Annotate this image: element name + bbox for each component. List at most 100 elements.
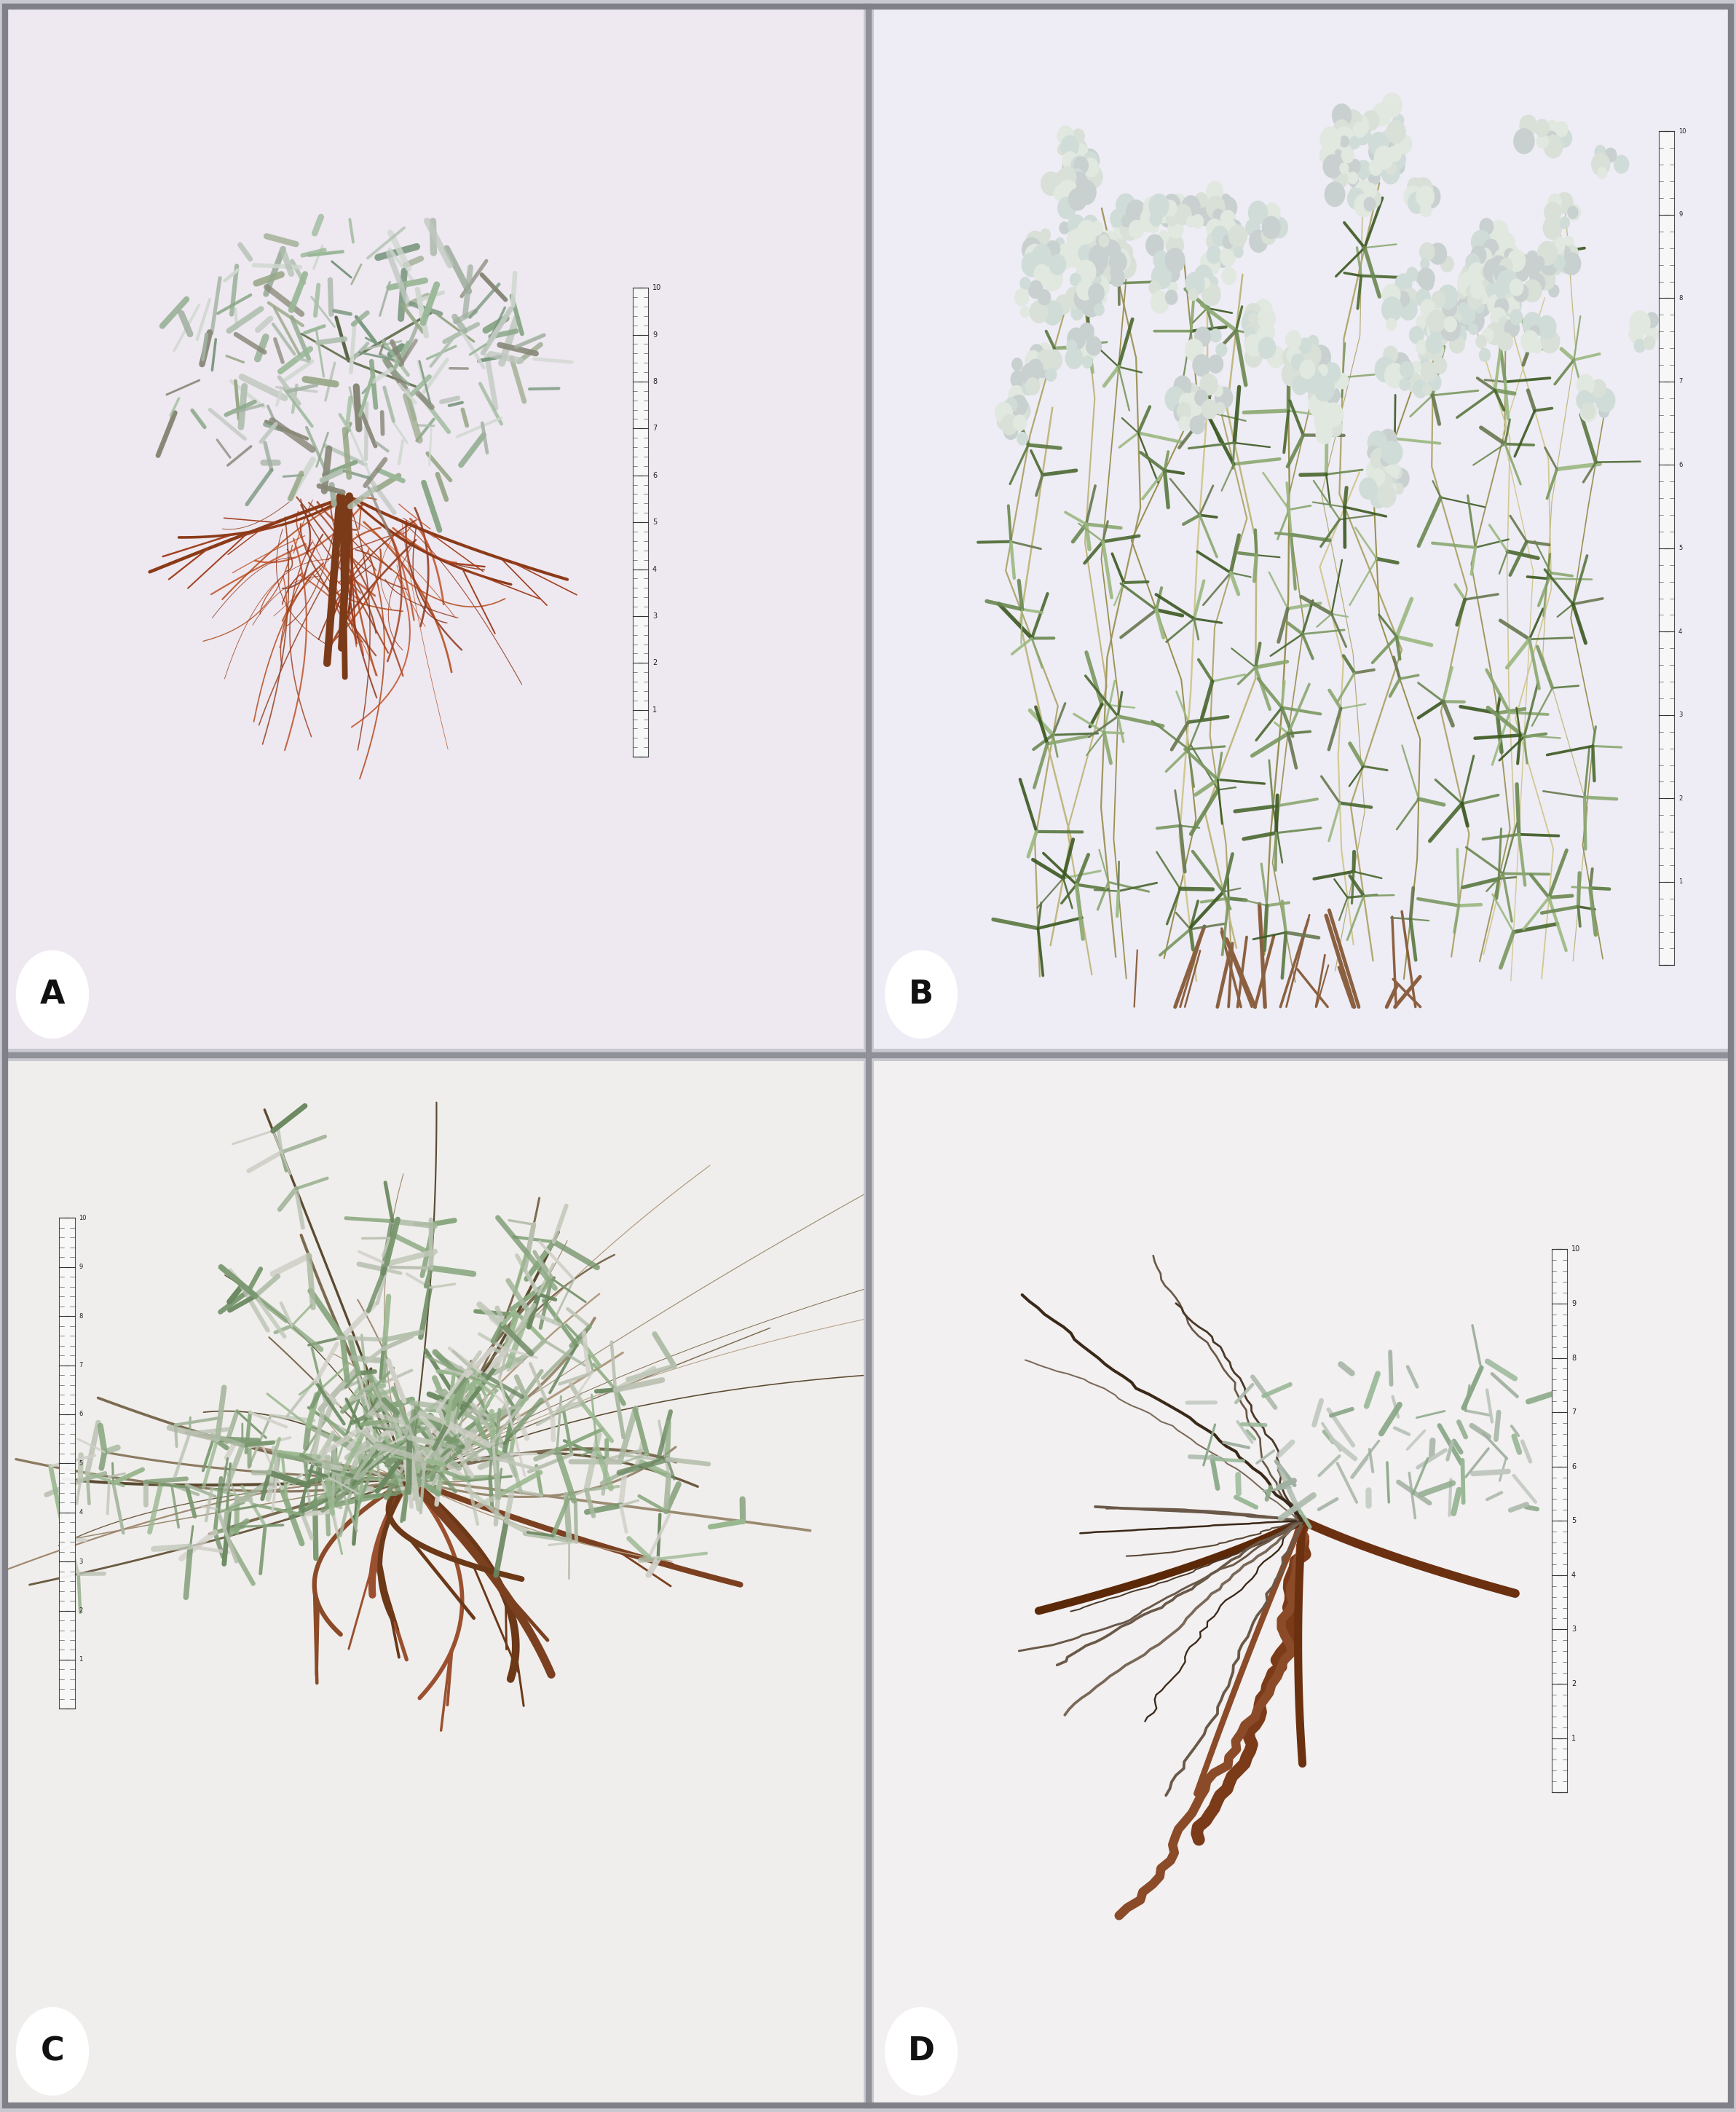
Circle shape (1215, 386, 1233, 408)
Circle shape (1387, 319, 1396, 329)
Circle shape (1347, 188, 1364, 209)
Circle shape (1222, 234, 1234, 249)
Circle shape (1010, 395, 1028, 416)
Circle shape (1545, 243, 1564, 264)
Circle shape (1392, 114, 1404, 127)
Circle shape (1083, 165, 1102, 188)
Circle shape (1208, 277, 1217, 287)
Circle shape (1220, 232, 1236, 251)
Circle shape (1595, 146, 1606, 158)
Circle shape (1529, 325, 1540, 336)
Circle shape (885, 950, 957, 1039)
Circle shape (1422, 186, 1441, 209)
Circle shape (1043, 300, 1062, 325)
Circle shape (1043, 243, 1054, 256)
Circle shape (1111, 211, 1128, 230)
Circle shape (1505, 275, 1519, 289)
Circle shape (1597, 389, 1613, 406)
Circle shape (1038, 291, 1049, 304)
Circle shape (1460, 294, 1470, 308)
Circle shape (1057, 196, 1076, 220)
Circle shape (1021, 277, 1031, 289)
Text: 9: 9 (1571, 1299, 1576, 1307)
Circle shape (1250, 230, 1267, 251)
Circle shape (1154, 199, 1174, 224)
Circle shape (1465, 253, 1479, 270)
Circle shape (1300, 359, 1316, 378)
Circle shape (1399, 378, 1410, 391)
Circle shape (1187, 406, 1203, 425)
Circle shape (1174, 376, 1191, 397)
Circle shape (1305, 363, 1318, 378)
Circle shape (1137, 213, 1146, 224)
Circle shape (1075, 287, 1092, 310)
Circle shape (1566, 245, 1578, 260)
Circle shape (1399, 361, 1413, 378)
Circle shape (1102, 241, 1120, 262)
Text: 2: 2 (80, 1607, 83, 1614)
Circle shape (1090, 275, 1109, 298)
Circle shape (1073, 129, 1085, 144)
Text: 7: 7 (80, 1362, 83, 1369)
Circle shape (1488, 296, 1503, 315)
Circle shape (1391, 467, 1403, 479)
Circle shape (1375, 146, 1394, 169)
Circle shape (1536, 317, 1555, 338)
Text: 4: 4 (1679, 629, 1682, 636)
Circle shape (1392, 357, 1413, 382)
Text: 6: 6 (1571, 1464, 1576, 1470)
Circle shape (1349, 137, 1359, 148)
Circle shape (1078, 220, 1095, 243)
Circle shape (1349, 186, 1363, 203)
Circle shape (1088, 283, 1104, 302)
Circle shape (1283, 346, 1300, 370)
Circle shape (1495, 275, 1510, 294)
Circle shape (1116, 205, 1128, 222)
Circle shape (1066, 340, 1076, 353)
Circle shape (1177, 203, 1191, 220)
Circle shape (1484, 260, 1503, 283)
Circle shape (1075, 156, 1088, 175)
Circle shape (1038, 351, 1054, 370)
Circle shape (1111, 249, 1130, 272)
Circle shape (1286, 332, 1300, 348)
Circle shape (1088, 256, 1104, 277)
Circle shape (1099, 234, 1109, 247)
Circle shape (1427, 310, 1446, 332)
Circle shape (1538, 268, 1555, 289)
Circle shape (1491, 256, 1505, 272)
Circle shape (1068, 230, 1087, 251)
Circle shape (1425, 334, 1443, 353)
Circle shape (1068, 327, 1085, 351)
Circle shape (1003, 422, 1017, 439)
Circle shape (1328, 154, 1337, 165)
Circle shape (1470, 283, 1484, 300)
Circle shape (1517, 266, 1528, 281)
Circle shape (1069, 272, 1080, 285)
Circle shape (1382, 454, 1391, 467)
Circle shape (1234, 247, 1243, 258)
Circle shape (1493, 264, 1507, 283)
Circle shape (1083, 247, 1097, 264)
Circle shape (1597, 167, 1606, 180)
Circle shape (1038, 289, 1050, 304)
Circle shape (1127, 207, 1147, 230)
Circle shape (1227, 220, 1241, 237)
Circle shape (1526, 251, 1538, 266)
Circle shape (1505, 298, 1519, 315)
Circle shape (1069, 222, 1085, 239)
Circle shape (1330, 146, 1344, 163)
Circle shape (1496, 287, 1505, 298)
Circle shape (996, 416, 1009, 429)
Text: 5: 5 (80, 1459, 83, 1466)
Circle shape (1066, 287, 1083, 308)
Circle shape (1307, 363, 1325, 384)
Circle shape (1646, 313, 1658, 327)
Circle shape (1248, 313, 1259, 325)
Circle shape (1592, 380, 1606, 397)
Circle shape (1246, 220, 1260, 237)
Circle shape (1554, 241, 1564, 253)
Circle shape (1281, 363, 1300, 386)
Circle shape (1245, 329, 1266, 355)
Circle shape (1418, 268, 1434, 289)
